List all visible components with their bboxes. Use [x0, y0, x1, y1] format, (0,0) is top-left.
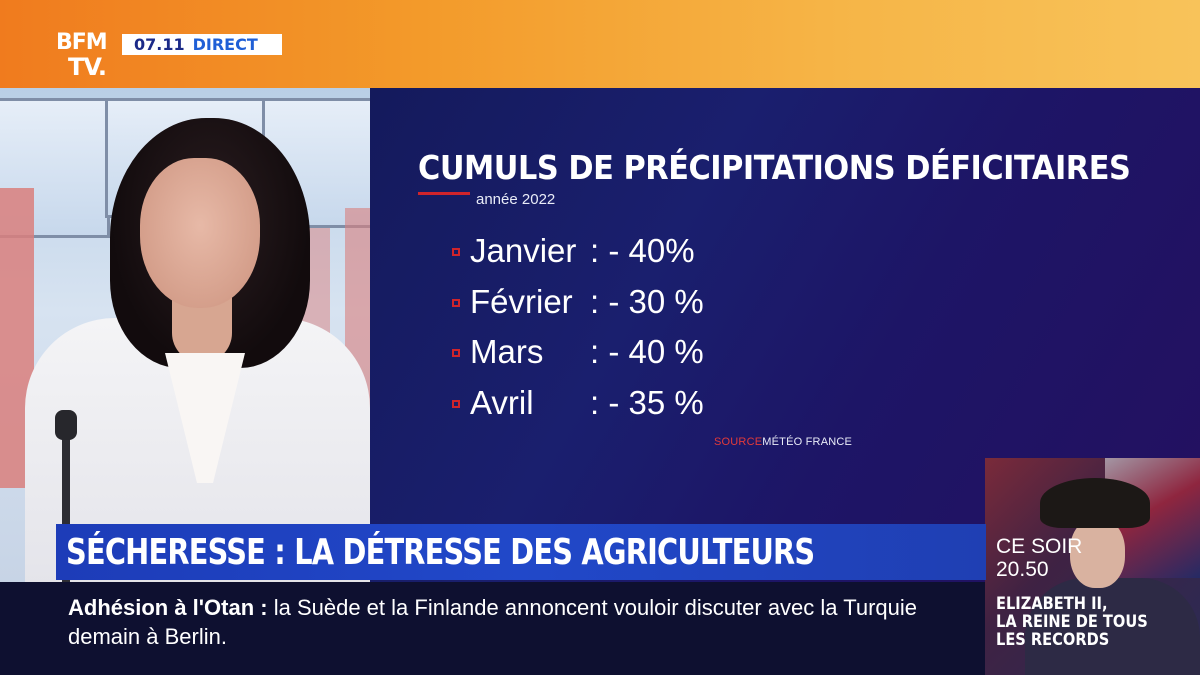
microphone-stand [62, 418, 70, 582]
precipitation-list: Janvier : - 40% Février : - 30 % Mars : … [452, 226, 772, 428]
microphone-icon [55, 410, 77, 440]
logo-line-2: TV. [68, 53, 107, 81]
promo-title-line: LA REINE DE TOUS [996, 612, 1148, 632]
promo-title-line: LES RECORDS [996, 630, 1110, 650]
bullet-icon [452, 399, 460, 408]
chart-subtitle: année 2022 [476, 191, 556, 208]
deficit-value: : - 35 % [590, 383, 704, 421]
clock-time: 07.11 [134, 35, 185, 54]
studio-background [0, 88, 370, 582]
channel-logo: BFM TV. [56, 31, 112, 83]
month-label: Avril [470, 383, 534, 421]
bullet-icon [452, 349, 460, 357]
promo-portrait-body [1025, 578, 1200, 675]
ticker-text: Adhésion à l'Otan : la Suède et la Finla… [68, 593, 968, 651]
list-item: Mars : - 40 % [452, 327, 772, 378]
source-value: MÉTÉO FRANCE [762, 436, 853, 448]
deficit-value: : - 30 % [590, 282, 704, 320]
list-item: Janvier : - 40% [452, 226, 772, 277]
promo-title-line: ELIZABETH II, [996, 594, 1108, 614]
title-accent-line [418, 192, 470, 195]
list-item: Février : - 30 % [452, 277, 772, 328]
ticker-topic: Adhésion à l'Otan : [68, 595, 268, 620]
promo-time: 20.50 [996, 558, 1049, 581]
promo-title: ELIZABETH II, LA REINE DE TOUS LES RECOR… [996, 595, 1168, 649]
live-badge: 07.11 DIRECT [122, 34, 282, 55]
news-ticker [0, 582, 985, 675]
headline-bar [56, 524, 986, 580]
source-credit: SOURCEMÉTÉO FRANCE [714, 436, 852, 448]
promo-portrait-face [1070, 518, 1125, 588]
program-promo: CE SOIR 20.50 ELIZABETH II, LA REINE DE … [985, 458, 1200, 675]
headline-text: SÉCHERESSE : LA DÉTRESSE DES AGRICULTEUR… [66, 532, 815, 573]
month-label: Février [470, 282, 573, 320]
month-label: Mars [470, 333, 544, 370]
bullet-icon [452, 248, 460, 256]
deficit-value: : - 40 % [590, 333, 704, 370]
month-label: Janvier [470, 232, 577, 269]
live-label: DIRECT [192, 35, 258, 54]
deficit-value: : - 40% [590, 232, 695, 269]
source-label: SOURCE [714, 436, 763, 448]
list-item: Avril : - 35 % [452, 378, 772, 429]
presenter-face [140, 158, 260, 308]
bullet-icon [452, 298, 460, 307]
promo-when: CE SOIR [996, 535, 1083, 558]
ticker-body: la Suède et la Finlande annoncent vouloi… [68, 595, 918, 649]
chart-title: CUMULS DE PRÉCIPITATIONS DÉFICITAIRES [418, 148, 1131, 187]
promo-portrait-hat [1040, 478, 1150, 528]
logo-line-1: BFM [56, 30, 108, 55]
